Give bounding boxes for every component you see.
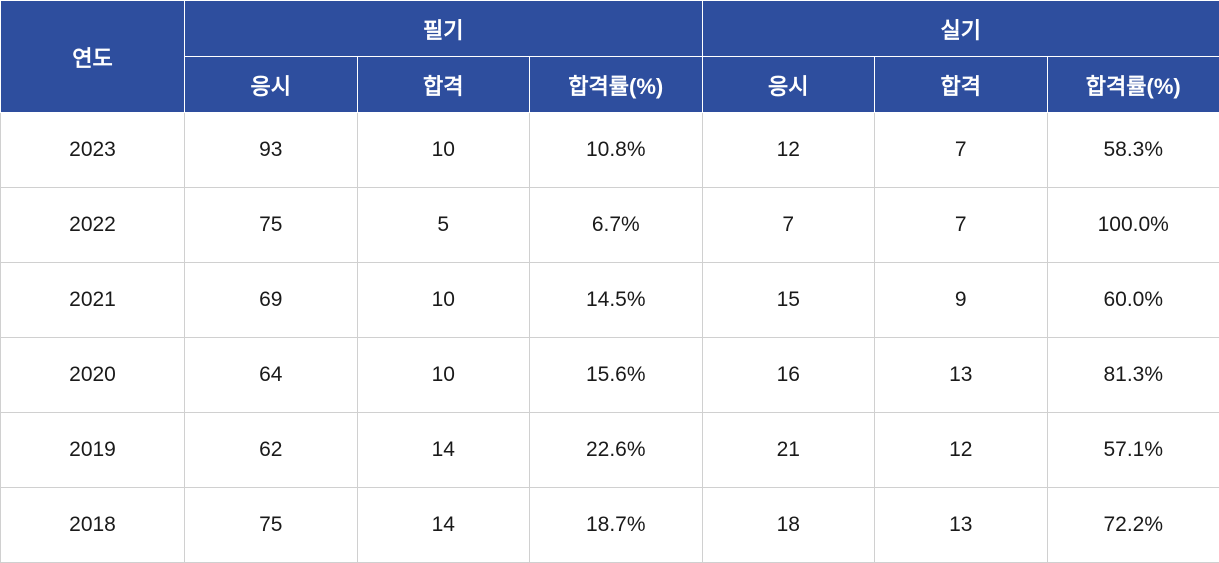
table-row: 2018 75 14 18.7% 18 13 72.2% bbox=[1, 488, 1219, 563]
table-row: 2020 64 10 15.6% 16 13 81.3% bbox=[1, 338, 1219, 413]
cell-written-rate: 6.7% bbox=[530, 188, 703, 263]
cell-practical-applicants: 21 bbox=[702, 413, 875, 488]
cell-practical-passed: 7 bbox=[875, 113, 1048, 188]
cell-written-passed: 10 bbox=[357, 113, 530, 188]
header-written-applicants: 응시 bbox=[185, 57, 358, 113]
header-practical-rate: 합격률(%) bbox=[1047, 57, 1219, 113]
table-row: 2019 62 14 22.6% 21 12 57.1% bbox=[1, 413, 1219, 488]
cell-written-applicants: 62 bbox=[185, 413, 358, 488]
table-body: 2023 93 10 10.8% 12 7 58.3% 2022 75 5 6.… bbox=[1, 113, 1219, 563]
cell-practical-applicants: 12 bbox=[702, 113, 875, 188]
header-year: 연도 bbox=[1, 1, 185, 113]
cell-practical-rate: 100.0% bbox=[1047, 188, 1219, 263]
cell-written-passed: 5 bbox=[357, 188, 530, 263]
header-practical: 실기 bbox=[702, 1, 1219, 57]
cell-written-passed: 10 bbox=[357, 263, 530, 338]
cell-written-applicants: 75 bbox=[185, 188, 358, 263]
cell-practical-rate: 57.1% bbox=[1047, 413, 1219, 488]
cell-practical-passed: 13 bbox=[875, 488, 1048, 563]
cell-written-rate: 22.6% bbox=[530, 413, 703, 488]
cell-practical-passed: 7 bbox=[875, 188, 1048, 263]
table-row: 2021 69 10 14.5% 15 9 60.0% bbox=[1, 263, 1219, 338]
cell-practical-applicants: 18 bbox=[702, 488, 875, 563]
cell-practical-rate: 81.3% bbox=[1047, 338, 1219, 413]
cell-written-passed: 14 bbox=[357, 488, 530, 563]
table-header: 연도 필기 실기 응시 합격 합격률(%) 응시 합격 합격률(%) bbox=[1, 1, 1219, 113]
cell-written-rate: 15.6% bbox=[530, 338, 703, 413]
cell-practical-applicants: 15 bbox=[702, 263, 875, 338]
cell-year: 2022 bbox=[1, 188, 185, 263]
table-row: 2022 75 5 6.7% 7 7 100.0% bbox=[1, 188, 1219, 263]
cell-practical-rate: 58.3% bbox=[1047, 113, 1219, 188]
cell-year: 2021 bbox=[1, 263, 185, 338]
cell-year: 2019 bbox=[1, 413, 185, 488]
cell-written-applicants: 75 bbox=[185, 488, 358, 563]
cell-year: 2020 bbox=[1, 338, 185, 413]
header-written-passed: 합격 bbox=[357, 57, 530, 113]
cell-written-applicants: 93 bbox=[185, 113, 358, 188]
cell-written-rate: 14.5% bbox=[530, 263, 703, 338]
exam-statistics-table: 연도 필기 실기 응시 합격 합격률(%) 응시 합격 합격률(%) 2023 … bbox=[0, 0, 1219, 563]
cell-written-applicants: 69 bbox=[185, 263, 358, 338]
cell-practical-rate: 60.0% bbox=[1047, 263, 1219, 338]
cell-written-passed: 10 bbox=[357, 338, 530, 413]
cell-practical-passed: 12 bbox=[875, 413, 1048, 488]
cell-written-passed: 14 bbox=[357, 413, 530, 488]
cell-written-rate: 10.8% bbox=[530, 113, 703, 188]
header-practical-applicants: 응시 bbox=[702, 57, 875, 113]
header-practical-passed: 합격 bbox=[875, 57, 1048, 113]
header-written: 필기 bbox=[185, 1, 703, 57]
table-row: 2023 93 10 10.8% 12 7 58.3% bbox=[1, 113, 1219, 188]
cell-year: 2018 bbox=[1, 488, 185, 563]
cell-practical-passed: 13 bbox=[875, 338, 1048, 413]
cell-year: 2023 bbox=[1, 113, 185, 188]
header-row-1: 연도 필기 실기 bbox=[1, 1, 1219, 57]
header-written-rate: 합격률(%) bbox=[530, 57, 703, 113]
cell-written-rate: 18.7% bbox=[530, 488, 703, 563]
cell-practical-rate: 72.2% bbox=[1047, 488, 1219, 563]
cell-written-applicants: 64 bbox=[185, 338, 358, 413]
cell-practical-applicants: 7 bbox=[702, 188, 875, 263]
cell-practical-passed: 9 bbox=[875, 263, 1048, 338]
cell-practical-applicants: 16 bbox=[702, 338, 875, 413]
